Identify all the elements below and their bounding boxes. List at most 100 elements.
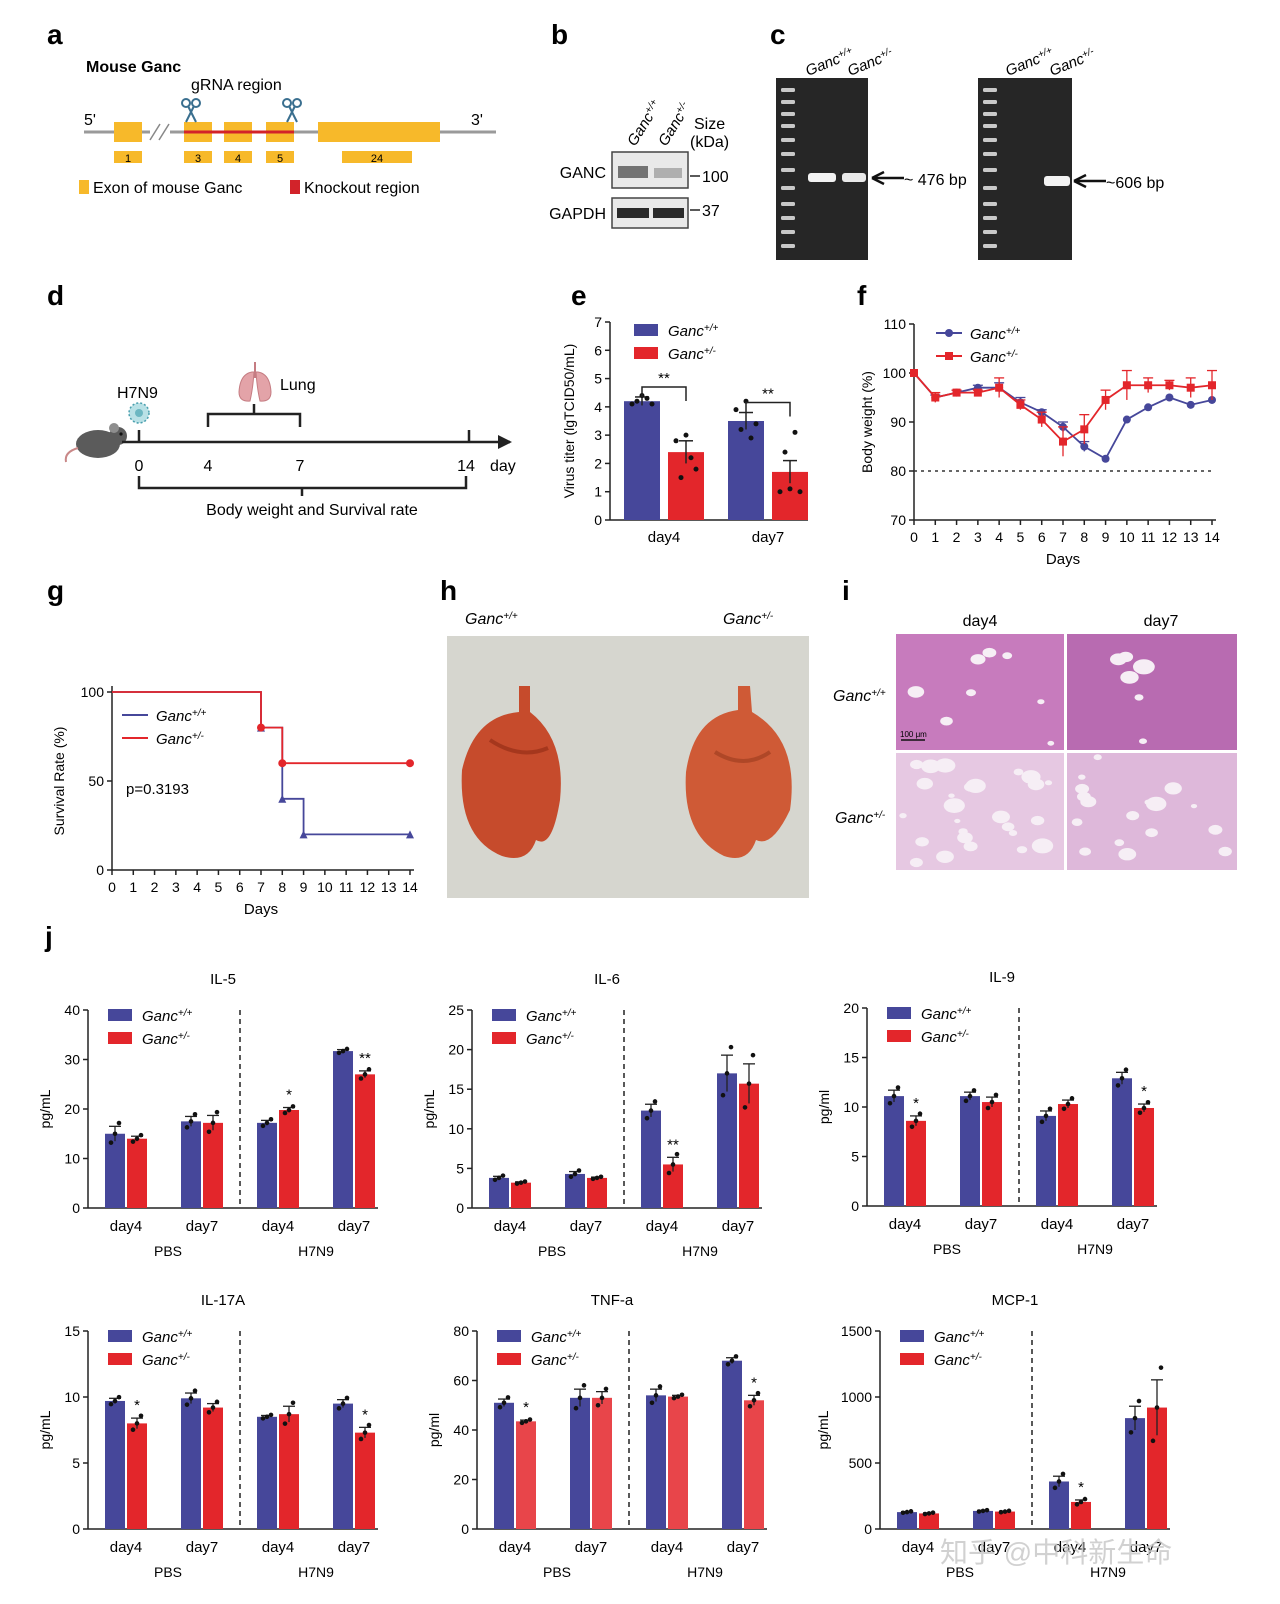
- data-point: [900, 1510, 906, 1516]
- data-point: [210, 1120, 216, 1126]
- data-point: [1059, 437, 1067, 446]
- exon-24-box: [318, 122, 440, 142]
- data-point: [340, 1048, 346, 1054]
- watermark-text: 知乎 @中科新生命: [940, 1537, 1172, 1568]
- timeline-tick: 4: [204, 458, 213, 475]
- alveolus: [936, 850, 954, 863]
- data-point: [904, 1509, 910, 1515]
- data-point: [1144, 381, 1153, 390]
- data-point: [1136, 1398, 1142, 1404]
- bar: [489, 1177, 509, 1208]
- legend-label: Ganc+/-: [970, 349, 1018, 367]
- bar: [257, 1416, 277, 1529]
- y-tick-label: 0: [72, 1200, 80, 1216]
- data-point: [782, 449, 788, 455]
- data-point: [1037, 415, 1046, 424]
- panel-letter-j: j: [44, 921, 53, 952]
- y-tick-label: 50: [88, 773, 104, 789]
- data-point: [1080, 425, 1089, 434]
- data-point: [1082, 1496, 1088, 1502]
- alveolus: [1071, 818, 1083, 826]
- bar: [906, 1120, 926, 1206]
- x-tick-label: 11: [339, 879, 354, 895]
- alveoli-texture: [899, 647, 1232, 868]
- x-tick-label: 3: [974, 529, 982, 545]
- data-point: [1154, 1405, 1160, 1410]
- alveolus: [1080, 796, 1097, 808]
- alveolus: [1139, 738, 1147, 744]
- data-point: [366, 1422, 372, 1428]
- x-tick-label: 9: [300, 879, 308, 895]
- alveolus: [915, 837, 929, 847]
- band-arrow: [1073, 173, 1106, 189]
- histo-col-label: day4: [963, 613, 998, 630]
- virus-titer-chart: 0 1 2 3 4 5 6 7 Virus titer (lgTCID50/mL) day4 ** d…: [561, 314, 808, 546]
- data-point: [358, 1436, 364, 1442]
- significance-label: **: [762, 386, 774, 403]
- data-point: [278, 759, 287, 768]
- data-point: [648, 1108, 654, 1113]
- legend-label: Ganc+/-: [526, 1031, 574, 1049]
- group-label: H7N9: [298, 1243, 334, 1259]
- lung-right: [685, 686, 792, 858]
- bar: [1134, 1107, 1154, 1206]
- bar: [565, 1173, 585, 1208]
- legend-swatch: [108, 1330, 132, 1342]
- alveolus: [907, 686, 925, 698]
- data-point: [603, 1386, 609, 1392]
- legend-exon-swatch: [79, 180, 89, 194]
- y-tick-label: 0: [72, 1521, 80, 1537]
- ladder-band: [983, 230, 997, 234]
- data-point: [192, 1111, 198, 1117]
- data-point: [693, 466, 699, 472]
- data-point: [501, 1400, 507, 1406]
- lung-left: [461, 686, 561, 858]
- data-point: [577, 1395, 583, 1401]
- panel-letter-g: g: [47, 575, 64, 606]
- x-tick-label: 5: [1017, 529, 1025, 545]
- x-tick-label: 1: [129, 879, 137, 895]
- alveolus: [943, 798, 965, 813]
- data-point: [572, 1171, 578, 1177]
- data-point: [750, 1052, 756, 1058]
- bar: [884, 1096, 904, 1206]
- alveolus: [910, 759, 924, 770]
- y-axis-label: pg/mL: [37, 1089, 53, 1128]
- ladder-band: [781, 186, 795, 190]
- group-label: PBS: [933, 1241, 961, 1257]
- data-point: [336, 1050, 342, 1056]
- y-tick-label: 7: [594, 314, 602, 330]
- y-tick-label: 10: [64, 1151, 80, 1167]
- legend-ko-swatch: [290, 180, 300, 194]
- group-label: PBS: [538, 1243, 566, 1259]
- y-tick-label: 40: [453, 1422, 469, 1438]
- p-value-label: p=0.3193: [126, 781, 189, 798]
- x-tick-label: day7: [1130, 1539, 1163, 1556]
- data-point: [523, 1419, 529, 1424]
- alveolus: [1030, 815, 1045, 826]
- x-tick-label: day4: [648, 529, 681, 546]
- data-point: [1122, 415, 1131, 424]
- data-point: [1132, 1415, 1138, 1421]
- lung-photo-panel: Ganc+/+ Ganc+/-: [447, 611, 809, 898]
- gel1-lane-het: Ganc+/-: [845, 45, 897, 79]
- ladder-band: [781, 152, 795, 156]
- kda-label: (kDa): [690, 134, 729, 151]
- data-point: [282, 1421, 288, 1426]
- ladder-band: [983, 168, 997, 172]
- y-tick-label: 30: [64, 1052, 80, 1068]
- data-point: [112, 1398, 118, 1404]
- data-point: [724, 1071, 730, 1076]
- y-tick-label: 3: [594, 427, 602, 443]
- band-size-label: ~ 476 bp: [904, 172, 967, 189]
- bar: [257, 1122, 277, 1208]
- data-point: [1186, 383, 1195, 392]
- group-label: PBS: [946, 1564, 974, 1580]
- western-blot: Ganc+/+ Ganc+/- Size (kDa) GANC GAPDH 10…: [549, 97, 729, 229]
- y-tick-label: 5: [851, 1149, 859, 1165]
- data-point: [1141, 1105, 1147, 1111]
- data-point: [1137, 1110, 1143, 1116]
- data-point: [738, 426, 744, 432]
- group-label: H7N9: [682, 1243, 718, 1259]
